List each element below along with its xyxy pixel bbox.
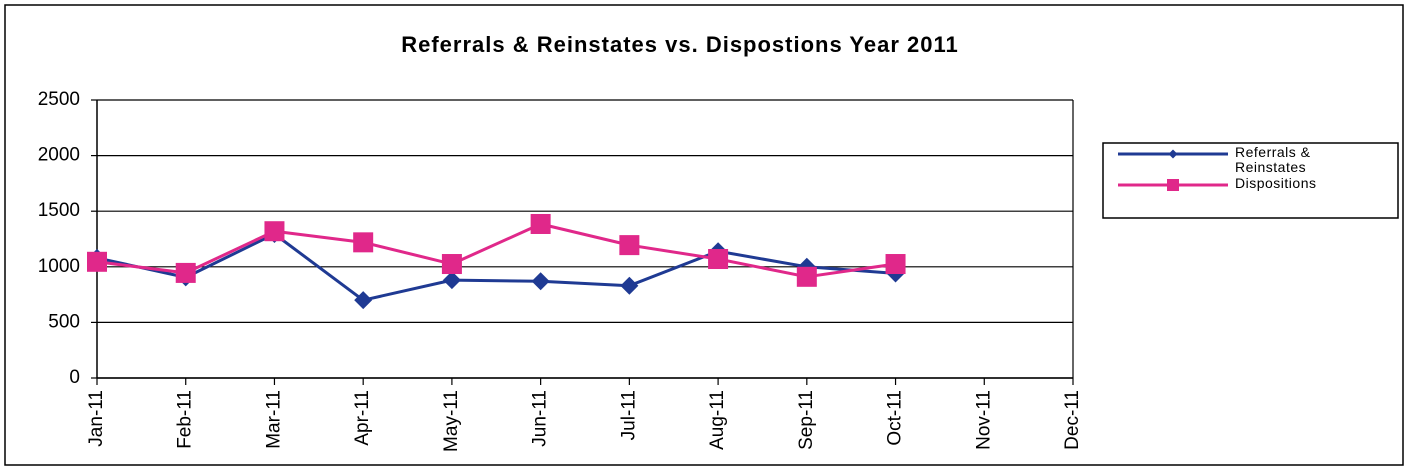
legend-entry: Dispositions bbox=[1235, 176, 1317, 191]
data-point bbox=[885, 254, 906, 275]
data-point bbox=[530, 213, 551, 234]
data-point bbox=[354, 291, 373, 310]
y-tick-label: 1500 bbox=[38, 200, 80, 221]
x-tick-label: Dec-11 bbox=[1062, 390, 1083, 450]
data-point bbox=[708, 249, 729, 270]
x-tick-label: Apr-11 bbox=[352, 390, 373, 446]
y-tick-label: 0 bbox=[69, 367, 80, 388]
data-point bbox=[796, 266, 817, 287]
data-point bbox=[620, 276, 639, 295]
y-tick-label: 2500 bbox=[38, 89, 80, 110]
data-point bbox=[87, 251, 107, 272]
x-tick-label: Nov-11 bbox=[973, 390, 994, 450]
x-tick-label: Jan-11 bbox=[86, 390, 107, 447]
x-tick-label: May-11 bbox=[441, 390, 462, 452]
legend-marker bbox=[1168, 149, 1178, 159]
x-tick-label: Jun-11 bbox=[530, 390, 551, 447]
series-line bbox=[96, 232, 896, 302]
x-tick-label: Oct-11 bbox=[885, 390, 906, 446]
y-tick-label: 2000 bbox=[38, 145, 80, 166]
data-point bbox=[264, 221, 285, 242]
legend-label: Referrals & Reinstates bbox=[1235, 145, 1311, 175]
legend-marker bbox=[1167, 179, 1179, 191]
legend-label: Dispositions bbox=[1235, 176, 1317, 191]
data-point bbox=[531, 272, 550, 291]
x-tick-label: Sep-11 bbox=[796, 390, 817, 450]
y-tick-label: 500 bbox=[48, 311, 80, 332]
data-point bbox=[619, 235, 640, 256]
y-tick-label: 1000 bbox=[38, 256, 80, 277]
x-tick-label: Feb-11 bbox=[175, 390, 196, 449]
x-tick-label: Aug-11 bbox=[707, 390, 728, 450]
x-tick-label: Mar-11 bbox=[263, 390, 284, 449]
data-point bbox=[353, 232, 374, 253]
data-point bbox=[441, 254, 462, 275]
x-tick-label: Jul-11 bbox=[618, 390, 639, 440]
data-point bbox=[442, 271, 461, 290]
legend-entry: Referrals & Reinstates bbox=[1235, 145, 1311, 175]
chart-title: Referrals & Reinstates vs. Dispostions Y… bbox=[401, 32, 959, 57]
series-line bbox=[96, 222, 896, 279]
data-point bbox=[175, 262, 196, 283]
chart-frame bbox=[4, 4, 1404, 466]
